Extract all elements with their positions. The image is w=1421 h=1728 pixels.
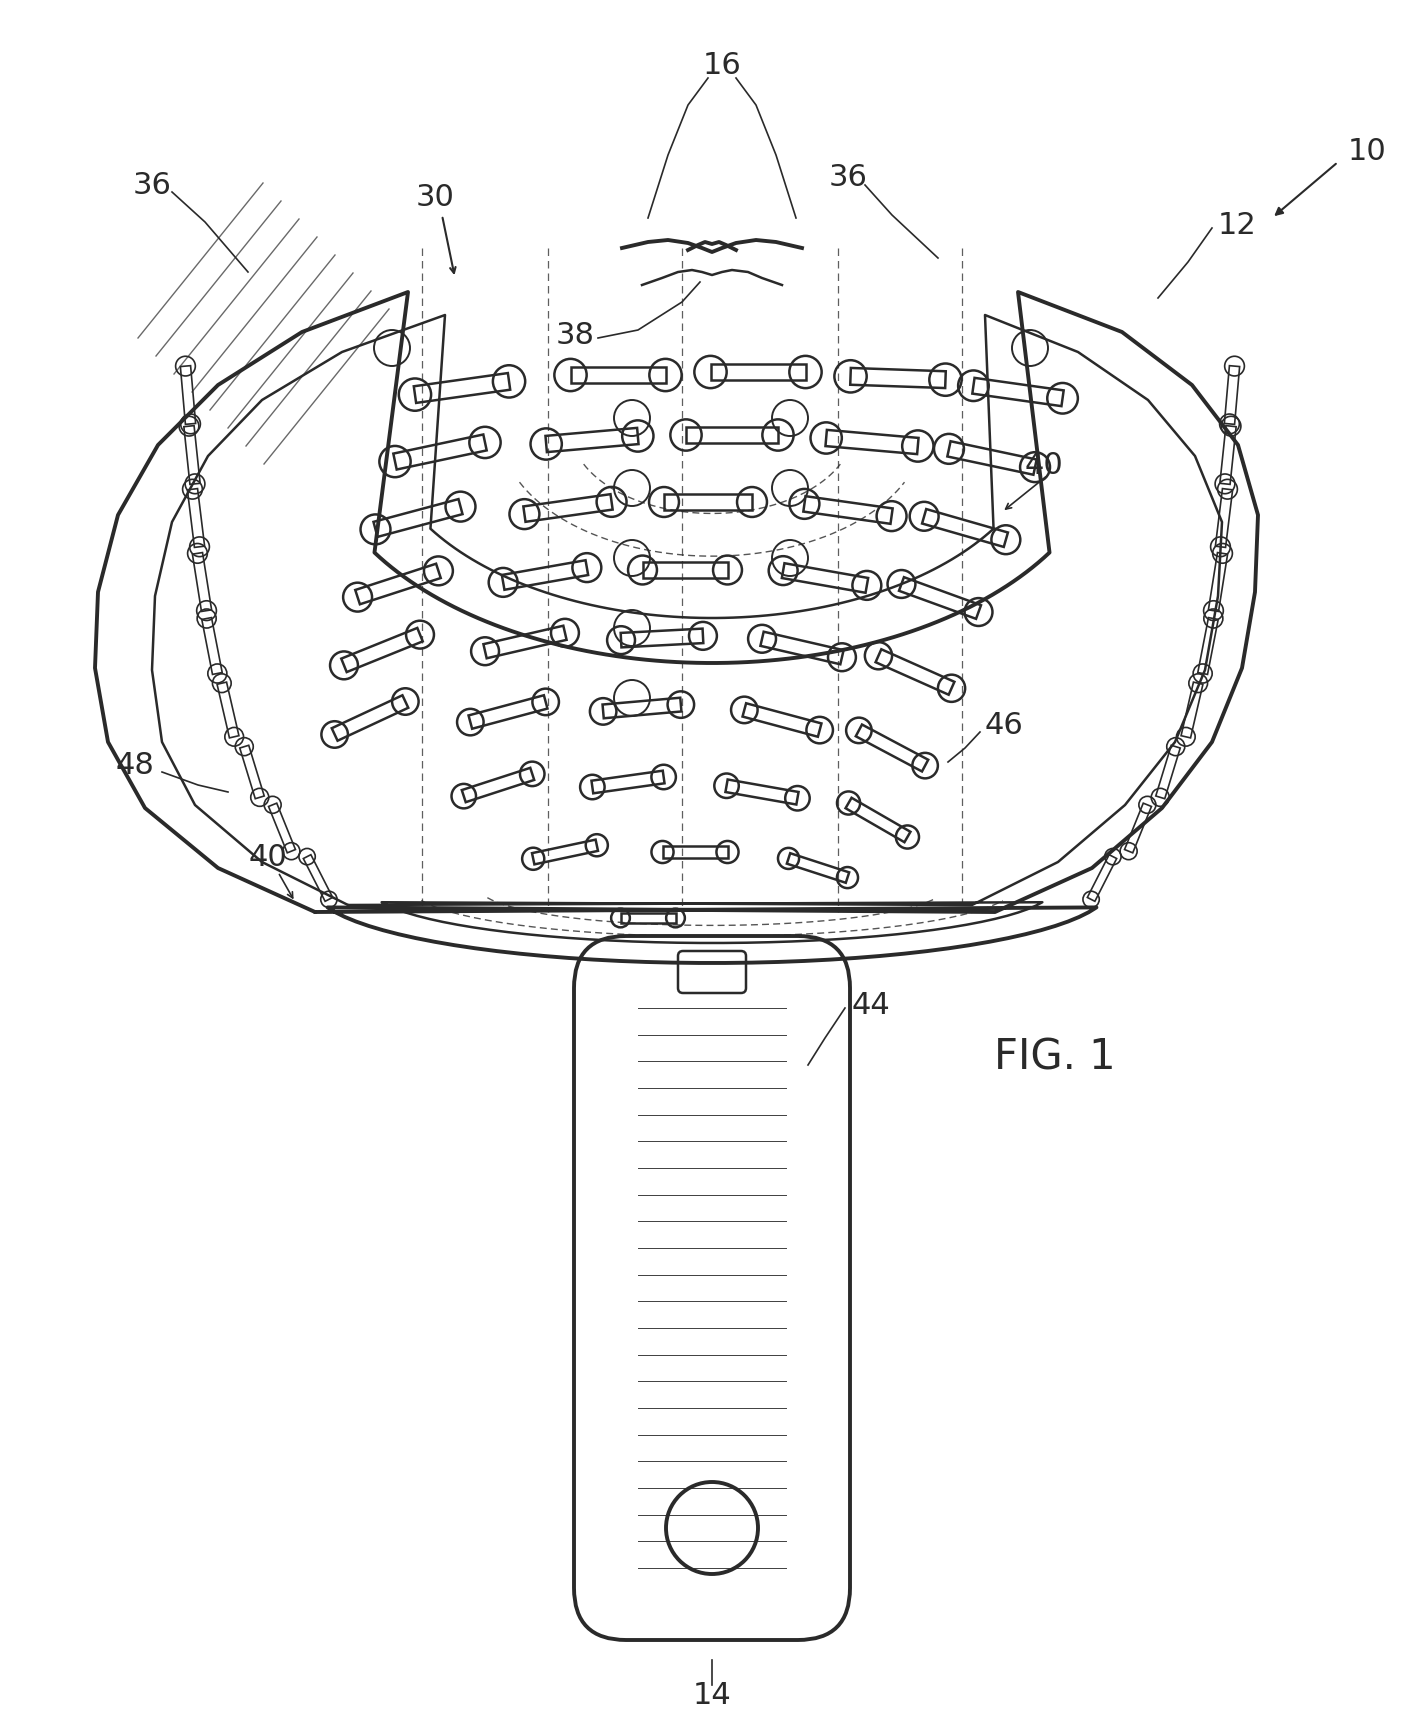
Text: 38: 38 [556, 320, 594, 349]
Text: 46: 46 [985, 710, 1023, 740]
Text: 10: 10 [1349, 138, 1387, 166]
Text: 16: 16 [702, 50, 742, 79]
Text: 44: 44 [853, 990, 891, 1020]
Text: 14: 14 [692, 1681, 732, 1709]
Text: 40: 40 [249, 843, 287, 873]
Text: FIG. 1: FIG. 1 [995, 1037, 1115, 1078]
Text: 30: 30 [415, 183, 455, 213]
Text: 36: 36 [132, 171, 172, 199]
Text: 48: 48 [115, 750, 155, 779]
Text: 36: 36 [828, 164, 867, 192]
Text: 40: 40 [1025, 451, 1064, 479]
Text: 12: 12 [1218, 211, 1256, 240]
